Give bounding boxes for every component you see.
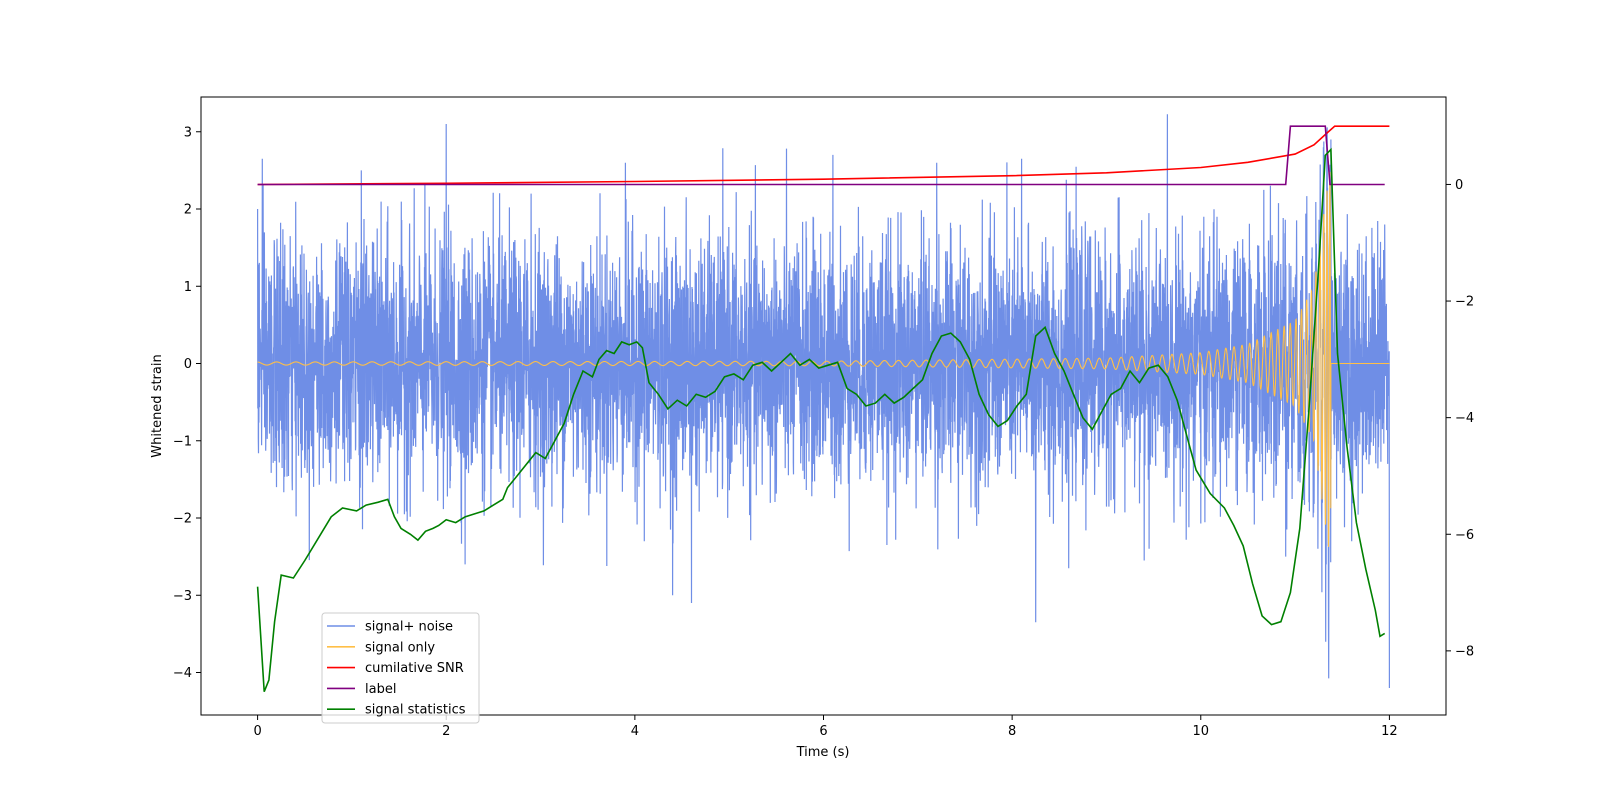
- y-tick-label: 1: [184, 280, 192, 295]
- y-tick-label: −2: [173, 512, 192, 527]
- series-signal-only-line: [257, 171, 1390, 547]
- y-tick-label: −4: [173, 666, 192, 681]
- legend-box: [321, 612, 480, 724]
- plot-area: [256, 114, 1390, 692]
- legend-entry: label: [365, 682, 396, 697]
- y-tick-label: 2: [184, 203, 192, 218]
- x-tick-label: 8: [1008, 724, 1016, 739]
- series-signal-noise-line: [257, 114, 1390, 689]
- x-tick-label: 12: [1381, 724, 1398, 739]
- y-tick-label: −3: [173, 589, 192, 604]
- legend-entry: signal only: [365, 640, 435, 655]
- x-tick-label: 2: [442, 724, 450, 739]
- legend-entry: signal+ noise: [365, 620, 453, 635]
- y2-tick-label: 0: [1455, 178, 1463, 193]
- y-axis-label: Whitened strain: [150, 354, 165, 457]
- legend-entry: signal statistics: [365, 703, 466, 718]
- y-tick-label: 3: [184, 125, 192, 140]
- y-tick-label: −1: [173, 434, 192, 449]
- x-tick-label: 4: [631, 724, 639, 739]
- series-signal-statistics-line: [256, 147, 1386, 692]
- y2-tick-label: −4: [1455, 411, 1474, 426]
- legend-entry: cumilative SNR: [365, 661, 464, 676]
- series-label-line: [257, 125, 1385, 186]
- y-axis-left: −4 −3 −2 −1 0 1 2 3: [173, 125, 201, 681]
- x-tick-label: 10: [1192, 724, 1209, 739]
- y2-tick-label: −6: [1455, 528, 1474, 543]
- y2-tick-label: −8: [1455, 644, 1474, 659]
- y-tick-label: 0: [184, 357, 192, 372]
- y-axis-right: −8 −6 −4 −2 0: [1446, 178, 1474, 659]
- y2-tick-label: −2: [1455, 295, 1474, 310]
- x-axis-label: Time (s): [796, 745, 850, 760]
- series-cumilative-snr-line: [257, 125, 1390, 186]
- x-tick-label: 6: [819, 724, 827, 739]
- x-tick-label: 0: [253, 724, 261, 739]
- legend: signal+ noise signal only cumilative SNR la…: [321, 612, 480, 724]
